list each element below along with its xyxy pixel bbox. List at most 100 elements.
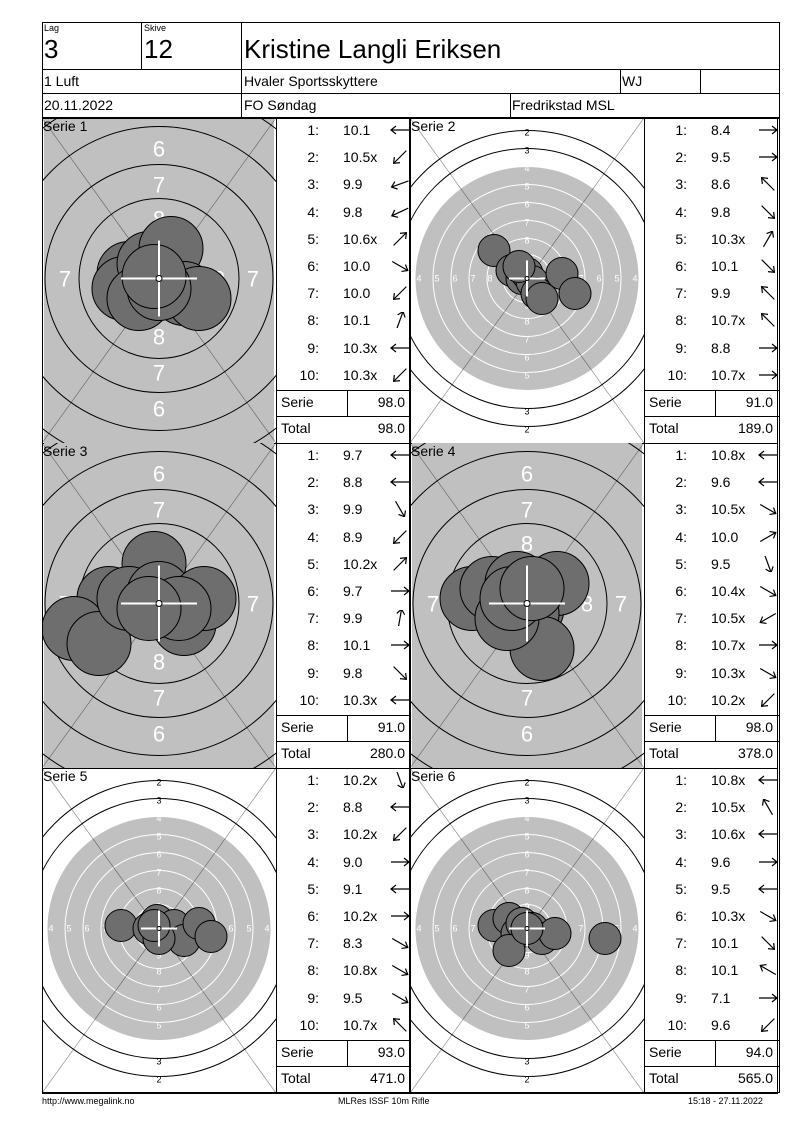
shot-number: 7: (675, 610, 687, 627)
ring-number: 6 (153, 722, 165, 747)
ring-number: 6 (228, 924, 233, 934)
shot-row: 8: 10.7x (645, 637, 779, 655)
direction-arrow-icon (760, 1018, 775, 1032)
ring-number: 8 (524, 317, 529, 327)
direction-arrow-icon (390, 450, 409, 460)
shot-number: 1: (307, 447, 319, 463)
direction-arrow-icon (760, 693, 775, 707)
ring-number: 4 (416, 924, 421, 934)
shot-row: 2: 8.8 (277, 799, 411, 817)
serie-sum-label: Serie (649, 1044, 682, 1060)
direction-arrow-icon (391, 586, 410, 596)
shot-row: 1: 8.4 (645, 122, 779, 140)
running-total-value: 189.0 (737, 420, 773, 436)
ring-number: 7 (153, 361, 165, 386)
shot-row: 8: 10.1 (277, 637, 411, 655)
shot-row: 6: 10.0 (277, 258, 411, 276)
direction-arrow-icon (764, 555, 774, 572)
shot-row: 1: 10.2x (277, 772, 411, 790)
shot-score: 10.1 (343, 312, 371, 329)
direction-arrow-icon (396, 772, 406, 788)
direction-arrow-icon (759, 857, 778, 867)
shot-number: 10: (667, 366, 687, 383)
direction-arrow-icon (761, 936, 776, 951)
shot-number: 8: (307, 962, 319, 979)
shot-row: 3: 10.6x (645, 826, 779, 844)
ring-number: 5 (524, 182, 529, 192)
shot-row: 10: 10.3x (277, 367, 411, 385)
shot-row: 9: 8.8 (645, 340, 779, 358)
ring-number: 6 (524, 850, 529, 860)
ring-number: 7 (153, 173, 165, 198)
direction-arrow-icon (758, 829, 777, 839)
shot-row: 5: 10.2x (277, 556, 411, 574)
shot-score: 8.8 (343, 799, 363, 816)
ring-number: 6 (521, 462, 533, 487)
shot-row: 6: 9.7 (277, 583, 411, 601)
shot-number: 1: (675, 772, 687, 788)
running-total-value: 280.0 (369, 745, 405, 761)
ring-number: 7 (59, 267, 71, 292)
ring-number: 5 (66, 924, 71, 934)
running-total-label: Total (281, 745, 311, 761)
ring-number: 4 (524, 164, 529, 174)
shot-number: 9: (307, 989, 319, 1006)
shot-score: 9.9 (343, 610, 363, 627)
shot-hit (492, 934, 526, 967)
direction-arrow-icon (758, 775, 777, 785)
direction-arrow-icon (390, 180, 409, 191)
shot-score: 10.2x (343, 908, 378, 924)
direction-arrow-icon (759, 993, 778, 1003)
target-panel: 2233445566778899445566778899 (410, 118, 644, 443)
shot-row: 1: 10.1 (277, 122, 411, 140)
direction-arrow-icon (396, 312, 406, 329)
shot-score: 9.5 (343, 989, 363, 1006)
shot-row: 5: 10.3x (645, 230, 779, 249)
shot-score: 10.5x (711, 610, 746, 627)
shot-row: 2: 10.5x (277, 149, 411, 167)
shot-number: 5: (675, 230, 687, 247)
shot-number: 10: (299, 366, 319, 383)
shot-number: 6: (307, 583, 319, 599)
class-code: WJ (622, 73, 643, 89)
shot-score: 9.0 (343, 853, 363, 870)
shot-score: 10.7x (711, 312, 746, 329)
direction-arrow-icon (759, 530, 777, 542)
shot-score: 9.1 (343, 880, 363, 897)
shot-row: 5: 9.5 (645, 555, 779, 574)
shot-number: 4: (675, 528, 687, 545)
score-panel: 1: 10.2x 2: 8.8 3: 10.2x 4: 9.0 5: 9.1 6: 10.2x 7: 8.… (276, 768, 411, 1093)
shot-number: 9: (307, 339, 319, 356)
serie-title: Serie 5 (43, 768, 88, 784)
ring-number: 7 (156, 985, 161, 995)
shot-number: 5: (675, 555, 687, 572)
shot-score: 9.6 (711, 853, 731, 870)
shot-score: 10.7x (343, 1016, 378, 1033)
direction-arrow-icon (391, 857, 410, 867)
shot-score: 10.8x (711, 772, 746, 788)
ring-number: 5 (614, 274, 619, 284)
serie-sum-label: Serie (281, 719, 314, 735)
score-panel: 1: 10.1 2: 10.5x 3: 9.9 4: 9.8 5: 10.6x 6: 10.0 7: 10… (276, 118, 411, 443)
shot-score: 8.6 (711, 176, 731, 193)
shot-number: 10: (299, 1016, 319, 1033)
direction-arrow-icon (762, 230, 775, 247)
shot-number: 3: (307, 176, 319, 193)
shot-number: 4: (675, 853, 687, 870)
shot-number: 6: (675, 258, 687, 274)
direction-arrow-icon (391, 938, 409, 950)
shot-row: 3: 9.9 (277, 176, 411, 194)
shot-number: 9: (307, 664, 319, 681)
shot-score: 9.6 (711, 474, 731, 491)
ring-number: 8 (487, 274, 492, 284)
serie-sum-label: Serie (281, 1044, 314, 1060)
footer-url: http://www.megalink.no (42, 1096, 135, 1106)
direction-arrow-icon (759, 667, 777, 679)
ring-number: 7 (247, 592, 259, 617)
ring-number: 5 (156, 1021, 161, 1031)
footer-timestamp: 15:18 - 27.11.2022 (688, 1096, 763, 1106)
shot-number: 3: (675, 176, 687, 193)
direction-arrow-icon (393, 556, 408, 571)
shot-row: 10: 10.7x (277, 1017, 411, 1035)
ring-number: 4 (632, 274, 637, 284)
